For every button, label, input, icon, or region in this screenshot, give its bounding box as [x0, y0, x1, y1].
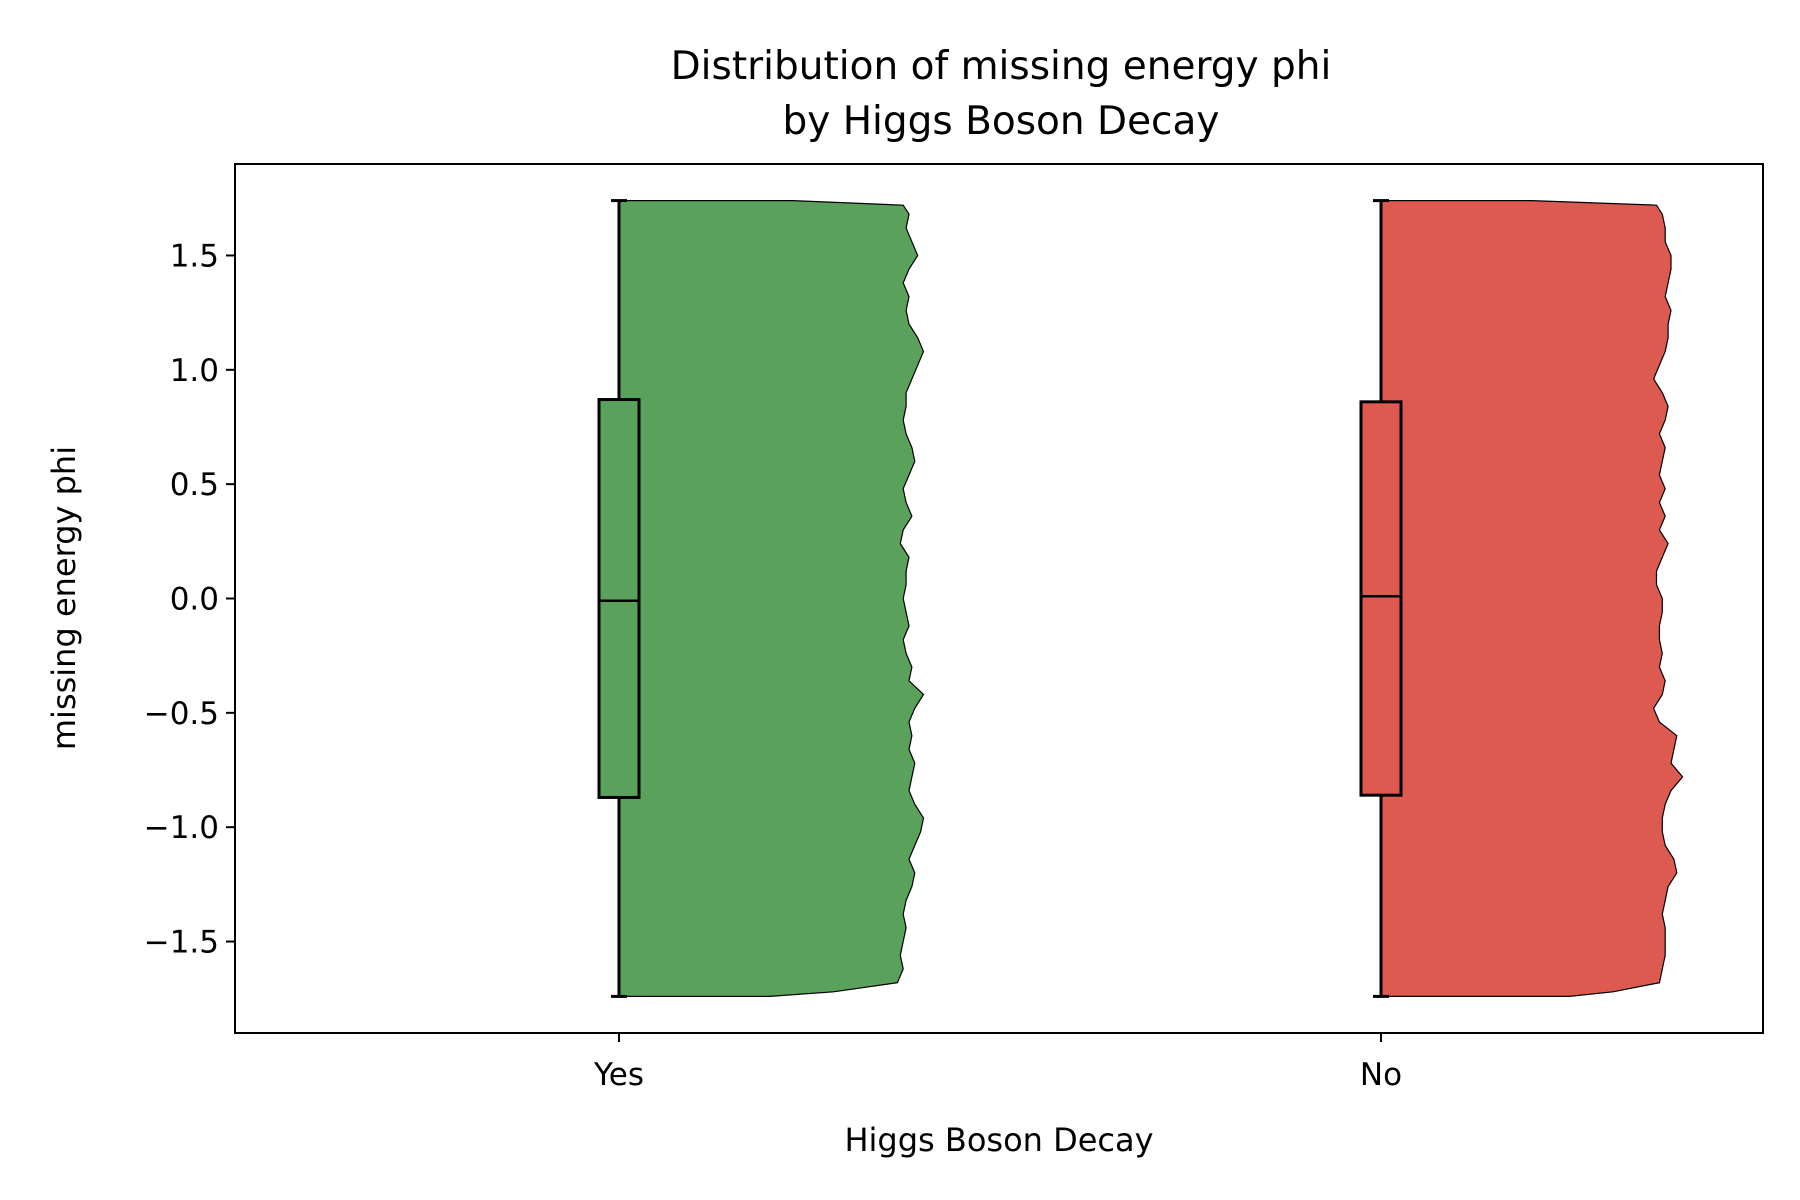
x-tick-label-yes: Yes: [593, 1057, 644, 1093]
box-yes: [597, 398, 641, 799]
x-axis-label: Higgs Boson Decay: [844, 1121, 1153, 1159]
y-axis-label: missing energy phi: [45, 446, 83, 750]
y-tick-label: 1.5: [170, 238, 219, 274]
y-tick-label: 1.0: [170, 353, 219, 389]
chart-title-line-2: by Higgs Boson Decay: [783, 99, 1220, 144]
y-tick-label: −1.0: [144, 810, 219, 846]
y-tick-label: 0.0: [170, 582, 219, 618]
plot-area-frame: [234, 163, 1764, 1034]
density-cloud-yes: [618, 200, 925, 997]
box-no: [1359, 400, 1403, 797]
distribution-groups: [597, 199, 1684, 998]
y-tick-label: −1.5: [144, 925, 219, 961]
group-no: [1359, 199, 1684, 998]
y-tick-label: −0.5: [144, 696, 219, 732]
x-axis: Yes No: [593, 1033, 1402, 1093]
density-cloud-no: [1380, 200, 1684, 997]
chart-title-line-1: Distribution of missing energy phi: [671, 44, 1332, 89]
y-tick-label: 0.5: [170, 467, 219, 503]
y-axis: 1.5 1.0 0.5 0.0 −0.5 −1.0 −1.5: [144, 238, 235, 961]
group-yes: [597, 199, 925, 998]
x-tick-label-no: No: [1360, 1057, 1402, 1093]
